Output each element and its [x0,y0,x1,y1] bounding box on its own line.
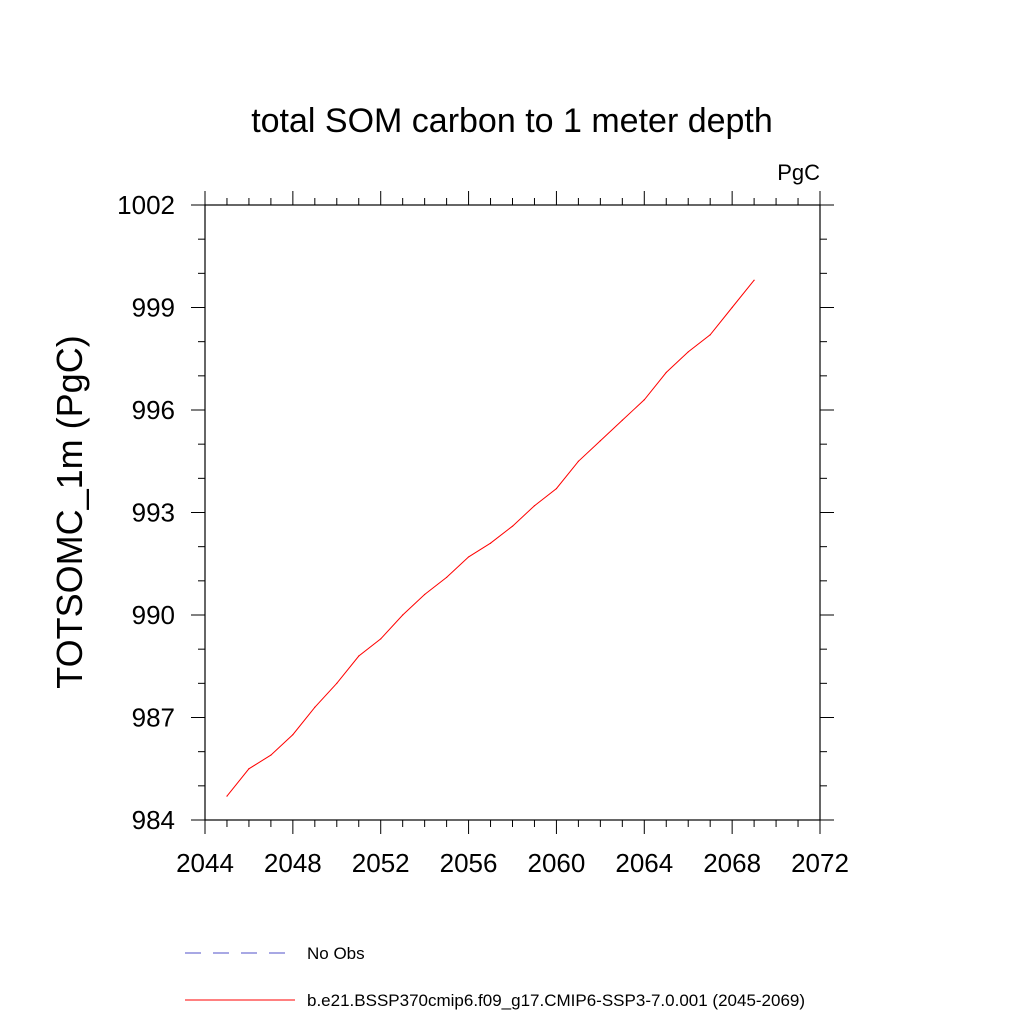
data-point [621,419,623,421]
x-tick-labels: 2044 2048 2052 2056 2060 2064 2068 2072 [176,848,849,878]
y-axis-label: TOTSOMC_1m (PgC) [49,335,90,688]
data-point [511,525,514,527]
data-point [533,505,536,507]
axis-ticks [191,191,834,834]
data-point [665,371,667,374]
data-point [402,614,404,616]
series-line [226,279,755,797]
x-tick-label: 2052 [352,848,410,878]
y-tick-label: 996 [132,395,175,425]
data-point [731,306,733,309]
x-tick-label: 2060 [528,848,586,878]
data-point [336,682,338,684]
data-point [248,768,250,770]
data-point [577,460,579,462]
data-point [226,795,228,797]
x-tick-label: 2072 [791,848,849,878]
x-tick-label: 2064 [615,848,673,878]
y-tick-label: 990 [132,600,175,630]
data-point [270,754,272,756]
data-point [599,440,601,442]
plot-frame [204,204,821,821]
data-point [314,706,316,708]
data-point [753,279,755,281]
data-point [424,593,426,596]
y-tick-label: 1002 [117,190,175,220]
data-point [292,733,294,736]
data-point [643,399,645,401]
legend: No Obs b.e21.BSSP370cmip6.f09_g17.CMIP6-… [185,944,805,1010]
x-tick-label: 2044 [176,848,234,878]
y-tick-label: 987 [132,703,175,733]
x-tick-label: 2048 [264,848,322,878]
data-point [687,351,689,353]
y-tick-labels: 984 987 990 993 996 999 1002 [117,190,175,835]
units-label: PgC [777,160,820,185]
data-point [709,334,711,336]
data-point [358,655,360,657]
y-tick-label: 993 [132,498,175,528]
chart-title: total SOM carbon to 1 meter depth [251,102,773,140]
legend-label-no-obs: No Obs [307,944,365,963]
series-group [226,279,755,797]
x-tick-label: 2068 [703,848,761,878]
data-point [489,542,492,544]
x-tick-label: 2056 [440,848,498,878]
data-point [380,638,382,640]
y-tick-label: 984 [132,805,175,835]
y-tick-label: 999 [132,293,175,323]
legend-label-simulation: b.e21.BSSP370cmip6.f09_g17.CMIP6-SSP3-7.… [307,991,805,1010]
data-point [446,576,448,579]
data-point [467,556,470,558]
data-point [555,487,558,490]
